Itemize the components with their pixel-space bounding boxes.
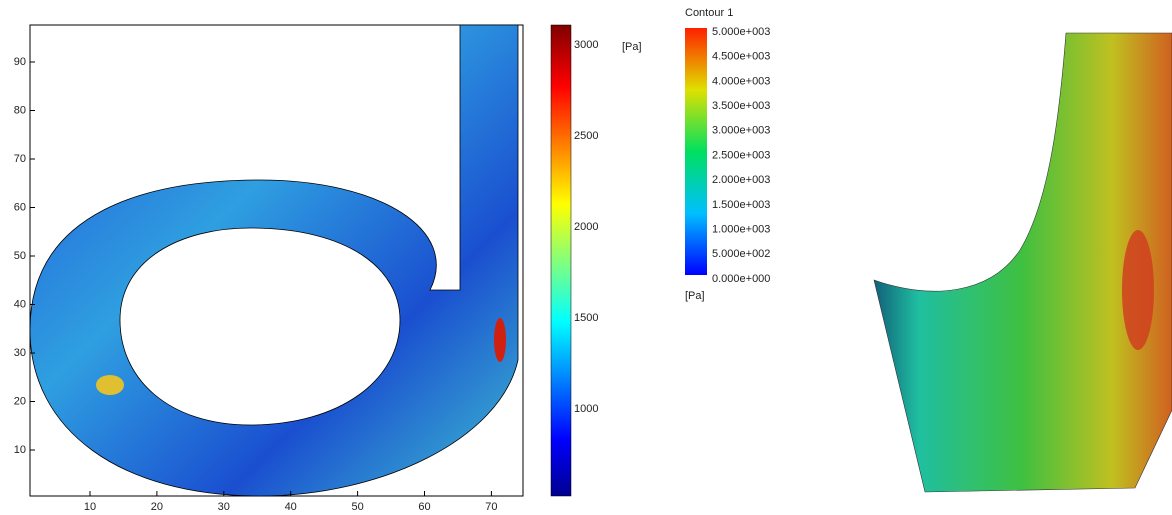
contour-field (29, 24, 519, 497)
hot-spot (96, 375, 124, 395)
y-tick-label: 50 (14, 250, 26, 262)
legend-label: 4.500e+003 (712, 51, 770, 63)
y-tick-label: 80 (14, 104, 26, 116)
x-tick-label: 60 (418, 501, 430, 513)
hot-spot (1122, 230, 1154, 350)
x-tick-label: 40 (285, 501, 297, 513)
legend-label: 5.000e+002 (712, 248, 770, 260)
hot-spot (494, 318, 506, 362)
legend-label: 4.000e+003 (712, 75, 770, 87)
legend-label: 1.000e+003 (712, 224, 770, 236)
x-tick-label: 30 (218, 501, 230, 513)
y-tick-label: 90 (14, 56, 26, 68)
legend-unit: [Pa] (685, 290, 705, 302)
legend-label: 2.000e+003 (712, 174, 770, 186)
legend-label: 3.000e+003 (712, 125, 770, 137)
x-tick-label: 20 (151, 501, 163, 513)
y-tick-label: 70 (14, 153, 26, 165)
x-tick-label: 70 (485, 501, 497, 513)
y-tick-label: 20 (14, 395, 26, 407)
colorbar-unit: [Pa] (622, 41, 642, 53)
y-tick-label: 30 (14, 347, 26, 359)
left-ticks: 10 20 30 40 50 60 70 90 80 70 60 50 40 30 20 10 3000 2500… (14, 39, 599, 513)
colorbar-tick-label: 3000 (574, 39, 598, 51)
x-tick-label: 50 (351, 501, 363, 513)
legend-label: 0.000e+000 (712, 273, 770, 285)
legend-colorbar (685, 28, 707, 275)
y-tick-label: 10 (14, 444, 26, 456)
cfd-surface (873, 32, 1172, 493)
y-tick-label: 40 (14, 298, 26, 310)
x-tick-label: 10 (84, 501, 96, 513)
colorbar-tick-label: 1500 (574, 312, 598, 324)
legend-label: 2.500e+003 (712, 149, 770, 161)
legend-label: 3.500e+003 (712, 100, 770, 112)
colorbar-tick-label: 1000 (574, 403, 598, 415)
colorbar-tick-label: 2000 (574, 221, 598, 233)
colorbar-tick-label: 2500 (574, 130, 598, 142)
legend-label: 1.500e+003 (712, 199, 770, 211)
legend-title: Contour 1 (685, 7, 733, 19)
legend-label: 5.000e+003 (712, 26, 770, 38)
y-tick-label: 60 (14, 201, 26, 213)
colorbar (550, 24, 572, 497)
